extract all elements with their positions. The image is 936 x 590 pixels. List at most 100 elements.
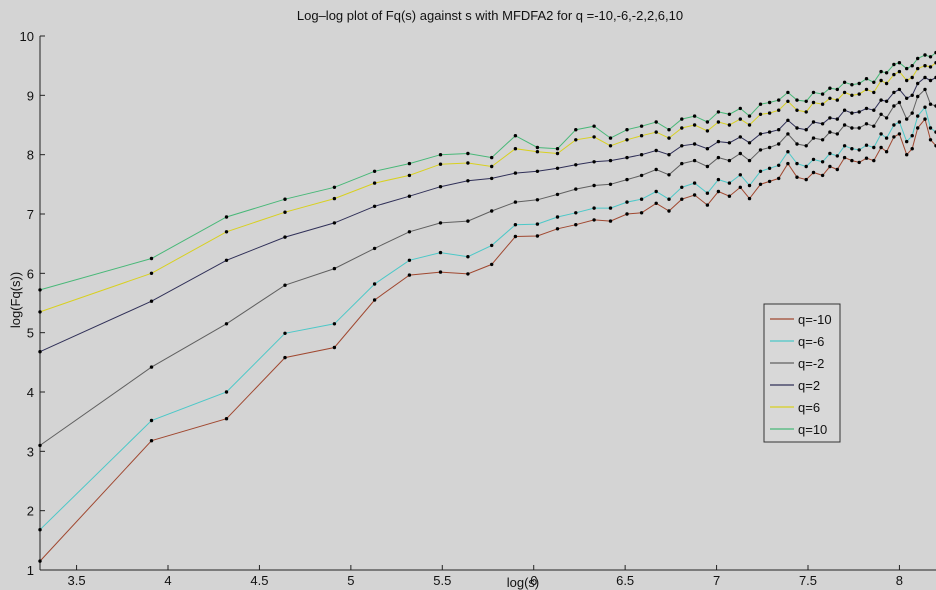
data-point xyxy=(758,182,763,186)
data-point xyxy=(928,65,933,69)
x-axis-label: log(s) xyxy=(507,575,540,590)
data-point xyxy=(767,145,772,150)
data-point xyxy=(716,110,721,114)
data-point xyxy=(149,418,154,423)
data-point xyxy=(835,87,839,92)
y-tick-label: 10 xyxy=(20,29,34,44)
data-point xyxy=(786,161,790,166)
data-point xyxy=(555,166,560,170)
data-point xyxy=(38,443,42,448)
data-point xyxy=(332,185,337,189)
data-point xyxy=(716,155,721,160)
data-point xyxy=(864,106,869,111)
data-point xyxy=(767,179,772,184)
data-point xyxy=(592,218,596,222)
data-point xyxy=(879,98,883,102)
data-point xyxy=(224,258,229,262)
data-point xyxy=(916,126,920,130)
data-point xyxy=(625,155,629,160)
data-point xyxy=(667,153,671,157)
data-point xyxy=(884,136,889,140)
data-point xyxy=(625,200,629,204)
data-point xyxy=(639,197,644,201)
data-point xyxy=(692,142,697,146)
data-point xyxy=(513,223,518,227)
data-point xyxy=(466,151,470,156)
data-point xyxy=(438,221,443,225)
data-point xyxy=(332,266,337,271)
data-point xyxy=(625,128,629,132)
x-tick-label: 4.5 xyxy=(250,573,268,588)
data-point xyxy=(372,282,377,286)
data-point xyxy=(738,173,742,177)
data-point xyxy=(916,66,920,71)
data-point xyxy=(608,144,613,148)
legend-label: q=2 xyxy=(798,378,820,393)
data-point xyxy=(727,141,732,145)
data-point xyxy=(850,111,854,115)
data-point xyxy=(574,223,578,227)
data-point xyxy=(592,124,596,128)
data-point xyxy=(923,63,927,68)
data-point xyxy=(592,135,596,139)
data-point xyxy=(879,69,883,74)
data-point xyxy=(438,250,443,255)
data-point xyxy=(490,243,494,248)
data-point xyxy=(705,164,710,169)
data-point xyxy=(804,144,808,148)
data-point xyxy=(738,135,742,139)
data-point xyxy=(777,128,781,132)
data-point xyxy=(654,201,658,205)
data-point xyxy=(786,150,790,154)
data-point xyxy=(910,111,914,115)
data-point xyxy=(857,110,861,114)
data-point xyxy=(513,171,518,175)
data-point xyxy=(38,310,42,314)
y-tick-label: 2 xyxy=(27,504,34,519)
data-point xyxy=(820,173,825,178)
data-point xyxy=(608,206,613,210)
data-point xyxy=(872,108,876,112)
data-point xyxy=(758,132,763,136)
data-point xyxy=(535,145,540,150)
data-point xyxy=(224,230,229,234)
data-point xyxy=(574,163,578,167)
data-point xyxy=(828,96,832,101)
data-point xyxy=(884,99,889,104)
series-line-1 xyxy=(39,106,936,531)
data-point xyxy=(705,129,710,133)
data-point xyxy=(513,200,518,204)
data-point xyxy=(555,192,560,197)
data-point xyxy=(872,145,876,150)
data-point xyxy=(535,198,540,202)
data-point xyxy=(407,230,412,234)
data-point xyxy=(928,78,933,83)
data-point xyxy=(38,288,42,292)
data-point xyxy=(928,55,933,59)
data-point xyxy=(850,147,854,151)
data-point xyxy=(608,182,613,186)
series-line-2 xyxy=(39,88,936,446)
data-point xyxy=(879,132,883,136)
data-point xyxy=(864,87,869,92)
data-point xyxy=(705,147,710,151)
data-point xyxy=(795,126,799,130)
legend-label: q=-6 xyxy=(798,334,824,349)
series-line-5 xyxy=(39,52,936,291)
data-point xyxy=(332,196,337,201)
data-point xyxy=(438,162,443,166)
y-tick-label: 4 xyxy=(27,385,34,400)
data-point xyxy=(857,81,861,86)
data-point xyxy=(905,96,909,101)
data-point xyxy=(767,130,772,134)
data-point xyxy=(786,118,790,123)
data-point xyxy=(892,123,896,127)
data-point xyxy=(804,110,808,114)
data-point xyxy=(905,78,909,83)
x-tick-label: 6 xyxy=(530,573,537,588)
data-point xyxy=(884,116,889,120)
data-point xyxy=(879,145,883,150)
data-point xyxy=(884,71,889,75)
data-point xyxy=(372,246,377,251)
